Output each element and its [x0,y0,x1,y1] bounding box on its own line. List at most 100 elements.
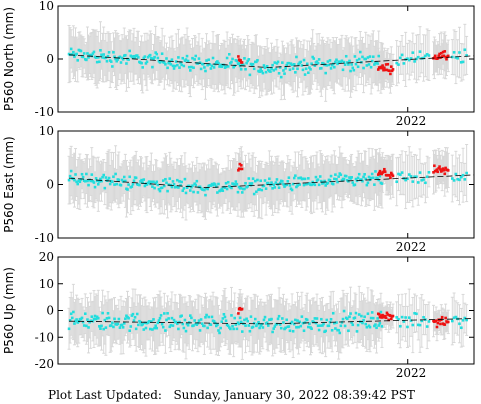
data-point [68,174,72,178]
data-point [374,170,377,173]
data-point [441,50,445,54]
data-point [73,322,76,325]
data-point [129,325,133,328]
data-point [281,61,284,64]
data-point [191,56,194,60]
data-point [411,51,415,54]
data-point [148,327,152,331]
data-point [104,56,108,59]
data-point [211,183,215,187]
data-point [252,321,256,325]
data-point [370,172,374,176]
data-point [327,324,331,328]
data-point [180,180,183,184]
data-point [383,170,387,174]
data-point [244,324,247,327]
data-point [454,56,458,59]
data-point [275,62,279,65]
data-point [199,67,203,71]
data-point [94,317,98,321]
data-point [346,317,349,321]
data-point [377,313,381,316]
data-point [199,318,203,321]
data-point [333,321,336,325]
data-point [375,326,378,330]
y-axis-label: P560 Up (mm) [2,267,16,354]
data-point [459,60,463,64]
data-point [418,323,422,327]
data-point [266,68,270,72]
data-point [240,164,243,167]
data-point [114,57,117,61]
data-point [323,179,326,183]
data-point [389,171,393,175]
data-point [313,317,317,320]
data-point [415,175,418,179]
data-point [143,321,147,325]
data-point [311,55,314,59]
data-point [343,63,347,67]
data-point [206,187,209,191]
data-point [415,312,418,316]
data-point [178,66,181,69]
data-point [292,322,296,326]
data-point [269,183,272,187]
data-point [432,171,435,174]
data-point [172,318,176,322]
data-point [174,185,178,189]
data-point [272,183,275,186]
data-point [187,65,191,69]
data-point [335,321,338,324]
data-point [351,181,355,184]
data-point [220,187,224,191]
data-point [369,176,373,180]
data-point [137,323,140,327]
data-point [324,184,327,187]
data-point [459,326,463,330]
data-point [313,183,317,187]
data-point [178,180,181,183]
data-point [364,322,368,326]
data-point [224,181,228,185]
data-point [156,321,160,325]
data-point [353,183,357,187]
data-point [158,316,162,320]
data-point [351,66,355,70]
data-point [98,325,101,328]
data-point [324,329,327,333]
data-point [158,189,162,193]
data-point [197,57,201,60]
data-point [135,312,139,316]
data-point [252,192,256,196]
data-point [180,314,183,318]
data-point [339,324,343,328]
data-point [458,178,461,182]
data-point [157,319,161,322]
data-point [444,316,447,320]
data-point [208,63,212,66]
data-point [231,324,234,328]
data-point [425,53,429,56]
data-point [96,316,100,320]
data-point [263,179,267,182]
data-point [120,323,124,327]
data-point [398,173,402,176]
data-point [216,191,219,194]
data-point [102,53,105,56]
data-point [169,323,173,327]
data-point [73,178,76,182]
data-point [389,176,392,180]
data-point [360,178,363,181]
data-point [127,58,130,61]
data-point [350,63,353,66]
data-point [374,323,377,326]
data-point [346,61,349,64]
data-point [76,59,80,62]
data-point [452,316,456,320]
data-point [94,56,98,59]
data-point [265,64,269,68]
data-point [145,183,149,186]
data-point [200,322,204,325]
data-point [81,55,85,59]
data-point [383,314,387,318]
